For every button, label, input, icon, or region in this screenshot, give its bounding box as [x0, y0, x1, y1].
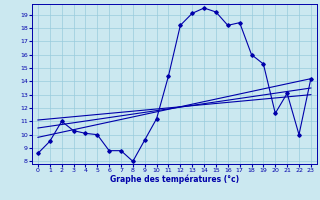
X-axis label: Graphe des températures (°c): Graphe des températures (°c)	[110, 175, 239, 184]
